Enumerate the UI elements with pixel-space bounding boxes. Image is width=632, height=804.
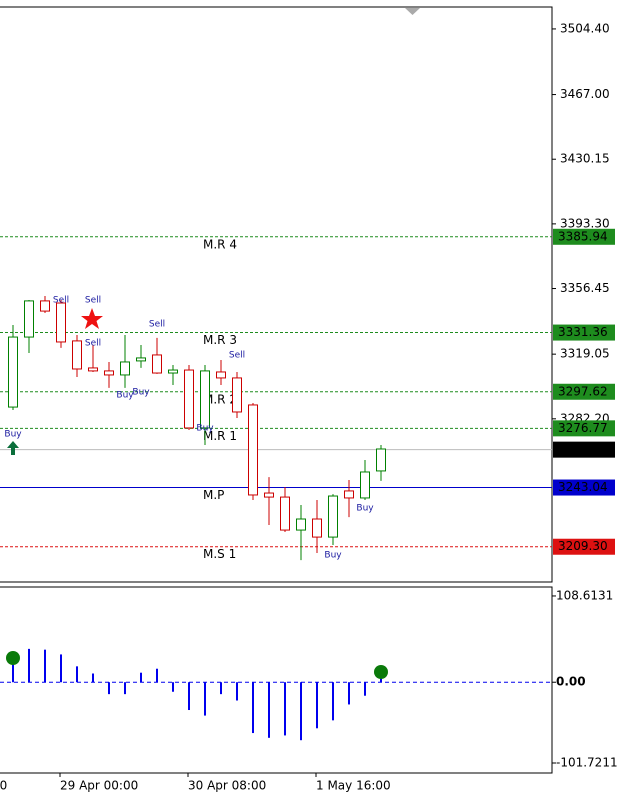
y-tick-label: 3319.05 [560,347,610,361]
y-tick-label: 3504.40 [560,21,610,35]
level-price-label: 3243.04 [558,480,608,494]
level-price-label: 3276.77 [558,421,608,435]
level-price-label: 3385.94 [558,229,608,243]
signal-label: Sell [149,320,165,330]
level-price-label: 3331.36 [558,325,608,339]
x-tick-label: 1 May 16:00 [316,779,391,793]
signal-dot [374,665,388,679]
candle-body [248,404,258,496]
signal-label: Buy [116,391,134,401]
star-marker [81,308,103,329]
level-name: M.R 1 [203,429,237,443]
candle-body [216,371,226,379]
level-name: M.R 4 [203,237,237,251]
level-price-box [553,324,615,341]
candle-body [264,492,274,498]
x-tick-label: 29 Apr 00:00 [60,779,138,793]
level-name: M.S 1 [203,547,236,561]
candle-body [120,361,130,376]
indicator-y-tick-label: 0.00 [556,675,586,689]
level-price-box [553,538,615,555]
candle-body [344,490,354,499]
candle-body [232,377,242,413]
candle-body [360,471,370,499]
candle-body [104,370,114,376]
level-price-box [553,420,615,437]
level-price-box [553,479,615,496]
candle-body [136,357,146,362]
signal-label: Buy [4,430,22,440]
level-price-box [553,228,615,245]
signal-label: Sell [85,339,101,349]
level-name: M.R 2 [203,392,237,406]
level-price-box [553,383,615,400]
candle-body [8,336,18,408]
indicator-y-tick-label: 108.6131 [556,588,613,602]
signal-label: Buy [132,388,150,398]
current-price-label: 3264.63 [558,442,608,456]
indicator-panel-frame [0,586,553,774]
signal-label: Sell [85,296,101,306]
price-panel-frame [0,6,553,583]
signal-label: Buy [196,424,214,434]
candle-body [24,300,34,338]
y-tick-label: 3356.45 [560,281,610,295]
candle-body [40,300,50,312]
level-price-label: 3209.30 [558,539,608,553]
signal-label: Sell [229,351,245,361]
candle-body [312,518,322,538]
candle-body [376,448,386,472]
signal-label: Sell [53,296,69,306]
candle-body [296,518,306,531]
y-tick-label: 3467.00 [560,87,610,101]
level-name: M.P [203,488,224,502]
indicator-y-tick-label: -101.7211 [556,756,618,770]
y-tick-label: 3393.30 [560,216,610,230]
candle-body [168,369,178,374]
level-price-label: 3297.62 [558,384,608,398]
x-edge-label: 00 [0,779,7,793]
candle-body [88,367,98,372]
candle-body [184,369,194,429]
signal-label: Buy [324,551,342,561]
candle-body [200,370,210,429]
current-price-box [553,441,615,458]
candle-body [72,340,82,370]
candle-body [328,495,338,538]
candle-body [56,302,66,343]
buy-arrow [7,441,19,455]
signal-label: Buy [356,504,374,514]
level-name: M.R 3 [203,333,237,347]
signal-dot [6,651,20,665]
x-tick-label: 30 Apr 08:00 [188,779,266,793]
y-tick-label: 3430.15 [560,152,610,166]
candle-body [280,496,290,531]
scroll-marker [405,8,420,15]
candle-body [152,354,162,374]
